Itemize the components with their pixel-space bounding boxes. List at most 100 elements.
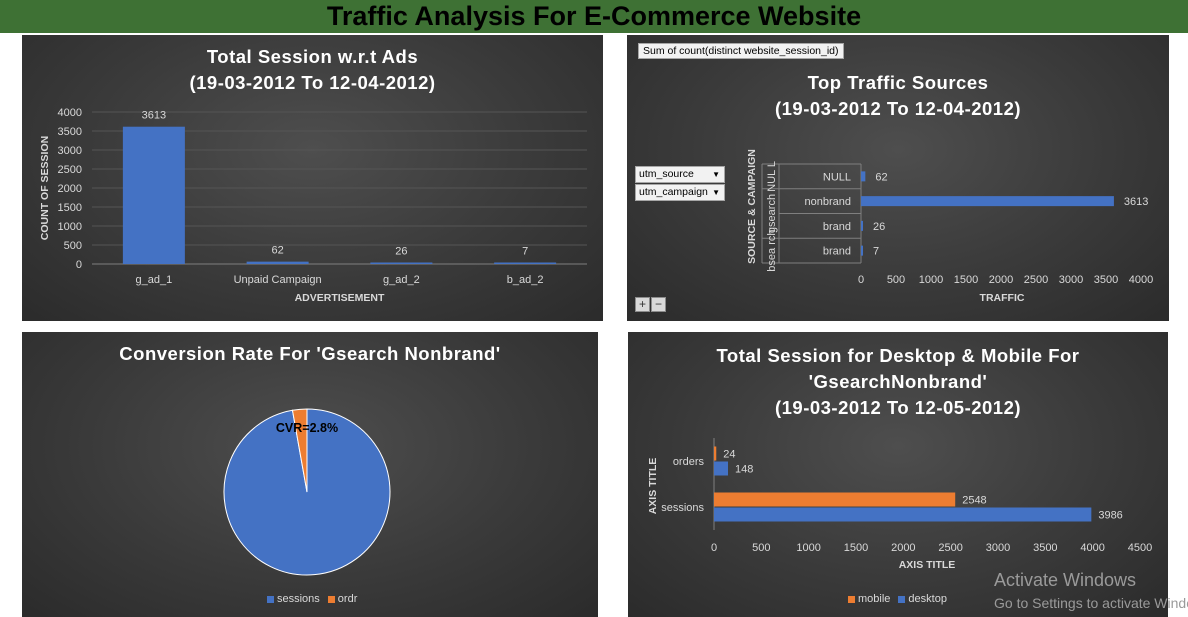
bar xyxy=(494,262,557,264)
conversion-chart-legend: sessions ordr xyxy=(267,593,365,605)
ads-chart-subtitle: (19-03-2012 To 12-04-2012) xyxy=(189,72,436,93)
activate-windows-watermark: Activate Windows xyxy=(994,570,1137,590)
legend-label: mobile xyxy=(858,593,891,605)
bar xyxy=(861,220,863,231)
x-tick-label: 3000 xyxy=(1059,274,1083,286)
legend-item: sessions xyxy=(267,593,320,605)
page-title: Traffic Analysis For E-Commerce Website xyxy=(0,0,1188,33)
x-tick-label: b_ad_2 xyxy=(507,274,544,286)
y-tick-label: 3500 xyxy=(58,126,82,138)
data-label: 3613 xyxy=(142,110,166,122)
x-tick-label: 1500 xyxy=(954,274,978,286)
x-tick-label: 3000 xyxy=(986,542,1010,554)
bar xyxy=(861,245,863,256)
x-tick-label: 0 xyxy=(711,542,717,554)
pivot-value-field-button[interactable]: Sum of count(distinct website_session_id… xyxy=(638,43,844,59)
utm-source-filter[interactable]: utm_source ▼ xyxy=(635,166,725,183)
y-tick-label: sessions xyxy=(661,502,704,514)
x-tick-label: 2000 xyxy=(891,542,915,554)
x-tick-label: g_ad_2 xyxy=(383,274,420,286)
data-label: 3613 xyxy=(1124,196,1148,208)
sources-chart-panel[interactable]: Sum of count(distinct website_session_id… xyxy=(627,35,1169,321)
y-tick-label: brand xyxy=(823,246,851,258)
legend-swatch xyxy=(327,595,335,603)
legend-item: ordr xyxy=(327,593,358,605)
sources-chart-subtitle: (19-03-2012 To 12-04-2012) xyxy=(774,98,1022,119)
device-chart-panel[interactable]: Total Session for Desktop & Mobile For '… xyxy=(628,332,1168,617)
ads-chart-plot: 0 500 1000 1500 2000 2500 3000 3500 4000 3613 g_ad… xyxy=(39,107,587,304)
device-chart-legend: mobile desktop xyxy=(848,593,955,605)
legend-label: ordr xyxy=(337,593,358,605)
ads-chart-title: Total Session w.r.t Ads xyxy=(206,46,419,67)
data-label: 26 xyxy=(395,246,407,258)
legend-swatch xyxy=(848,595,855,603)
y-tick-label: brand xyxy=(823,221,851,233)
legend-swatch xyxy=(267,595,274,603)
ads-chart-panel[interactable]: Total Session w.r.t Ads (19-03-2012 To 1… xyxy=(22,35,603,321)
x-tick-label: 1500 xyxy=(844,542,868,554)
x-axis-title: ADVERTISEMENT xyxy=(295,292,385,304)
collapse-button[interactable]: − xyxy=(651,297,666,312)
legend-label: desktop xyxy=(908,593,947,605)
y-tick-label: 3000 xyxy=(58,145,82,157)
legend-item: mobile xyxy=(848,593,890,605)
bar xyxy=(714,446,717,461)
sources-chart-title: Top Traffic Sources xyxy=(807,72,989,93)
legend-label: sessions xyxy=(277,593,320,605)
pivot-group-label: NUL L xyxy=(766,161,778,192)
y-tick-label: 500 xyxy=(64,240,82,252)
legend-item: desktop xyxy=(898,593,947,605)
bar xyxy=(122,126,185,265)
y-tick-label: 2500 xyxy=(58,164,82,176)
bar xyxy=(370,262,433,264)
device-chart-title-line2: 'GsearchNonbrand' xyxy=(808,371,988,392)
utm-campaign-filter[interactable]: utm_campaign ▼ xyxy=(635,184,725,201)
dropdown-arrow-icon: ▼ xyxy=(712,188,720,197)
x-axis-title: TRAFFIC xyxy=(980,292,1025,304)
bar xyxy=(714,461,729,476)
x-tick-label: 2000 xyxy=(989,274,1013,286)
data-label: 148 xyxy=(735,464,753,476)
y-tick-label: 2000 xyxy=(58,183,82,195)
device-chart-title: Total Session for Desktop & Mobile For xyxy=(716,345,1080,366)
y-tick-label: 1500 xyxy=(58,202,82,214)
x-axis-title: AXIS TITLE xyxy=(899,559,956,571)
cvr-annotation: CVR=2.8% xyxy=(276,421,338,435)
dropdown-arrow-icon: ▼ xyxy=(712,170,720,179)
y-tick-label: 0 xyxy=(76,259,82,271)
conversion-chart-panel[interactable]: Conversion Rate For 'Gsearch Nonbrand' C… xyxy=(22,332,598,617)
expand-button[interactable]: + xyxy=(635,297,650,312)
y-tick-label: nonbrand xyxy=(805,196,852,208)
x-tick-label: 4000 xyxy=(1080,542,1104,554)
x-tick-label: 500 xyxy=(752,542,770,554)
utm-campaign-filter-label: utm_campaign xyxy=(639,186,708,198)
x-tick-label: 4500 xyxy=(1128,542,1152,554)
activate-windows-hint: Go to Settings to activate Windows. xyxy=(994,595,1188,611)
y-tick-label: 1000 xyxy=(58,221,82,233)
x-tick-label: 2500 xyxy=(938,542,962,554)
utm-source-filter-label: utm_source xyxy=(639,168,694,180)
data-label: 26 xyxy=(873,221,885,233)
y-tick-label: orders xyxy=(673,456,705,468)
data-label: 2548 xyxy=(962,495,986,507)
legend-swatch xyxy=(898,595,906,603)
bar xyxy=(861,196,1114,207)
x-tick-label: 2500 xyxy=(1024,274,1048,286)
x-tick-label: Unpaid Campaign xyxy=(234,274,322,286)
pivot-group-label: gsearch xyxy=(766,194,778,233)
x-tick-label: 500 xyxy=(887,274,905,286)
x-tick-label: 3500 xyxy=(1094,274,1118,286)
pie-slice xyxy=(291,408,308,493)
y-tick-label: 4000 xyxy=(58,107,82,119)
x-tick-label: g_ad_1 xyxy=(136,274,173,286)
x-tick-label: 0 xyxy=(858,274,864,286)
data-label: 62 xyxy=(875,171,887,183)
data-label: 24 xyxy=(723,449,735,461)
conversion-chart-title: Conversion Rate For 'Gsearch Nonbrand' xyxy=(119,343,501,364)
x-tick-label: 1000 xyxy=(919,274,943,286)
bar xyxy=(246,261,309,264)
y-axis-title: COUNT OF SESSION xyxy=(39,136,51,240)
bar xyxy=(861,171,866,182)
